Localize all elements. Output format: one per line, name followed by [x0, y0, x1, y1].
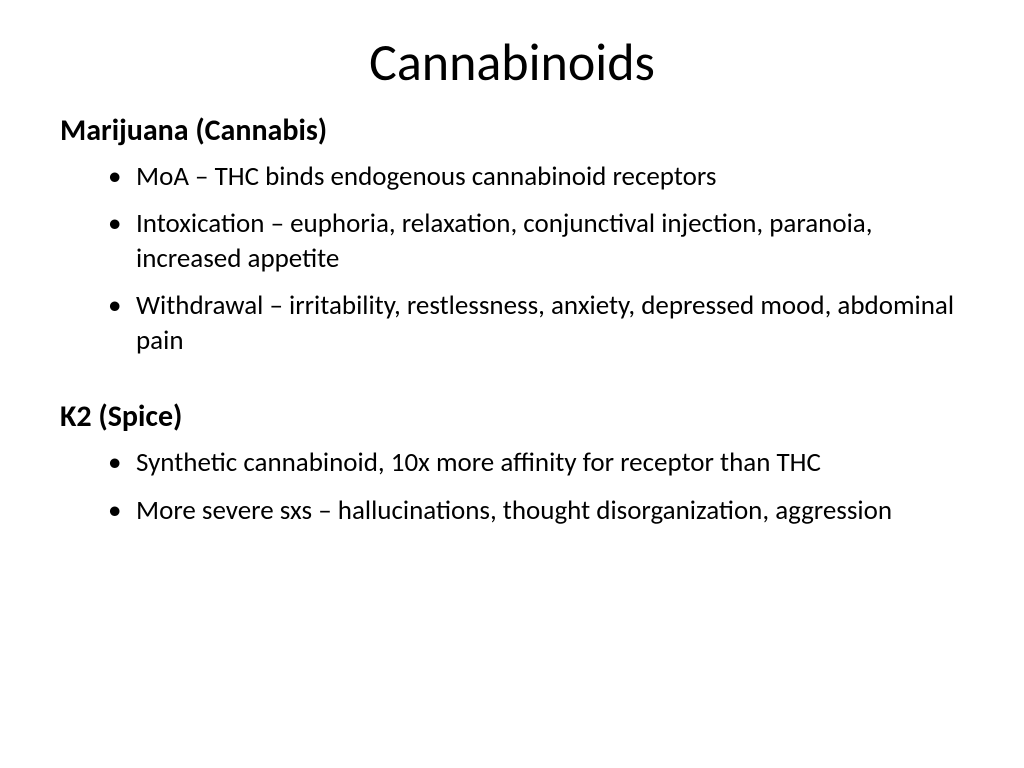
- list-item: Intoxication – euphoria, relaxation, con…: [108, 206, 964, 276]
- list-item: MoA – THC binds endogenous cannabinoid r…: [108, 159, 964, 194]
- list-item: Synthetic cannabinoid, 10x more affinity…: [108, 445, 964, 480]
- list-item: Withdrawal – irritability, restlessness,…: [108, 288, 964, 358]
- slide-title: Cannabinoids: [60, 30, 964, 94]
- section-heading-1: Marijuana (Cannabis): [60, 112, 964, 149]
- list-item: More severe sxs – hallucinations, though…: [108, 493, 964, 528]
- section-heading-2: K2 (Spice): [60, 398, 964, 435]
- bullet-list-1: MoA – THC binds endogenous cannabinoid r…: [60, 159, 964, 358]
- slide-container: Cannabinoids Marijuana (Cannabis) MoA – …: [0, 0, 1024, 768]
- bullet-list-2: Synthetic cannabinoid, 10x more affinity…: [60, 445, 964, 527]
